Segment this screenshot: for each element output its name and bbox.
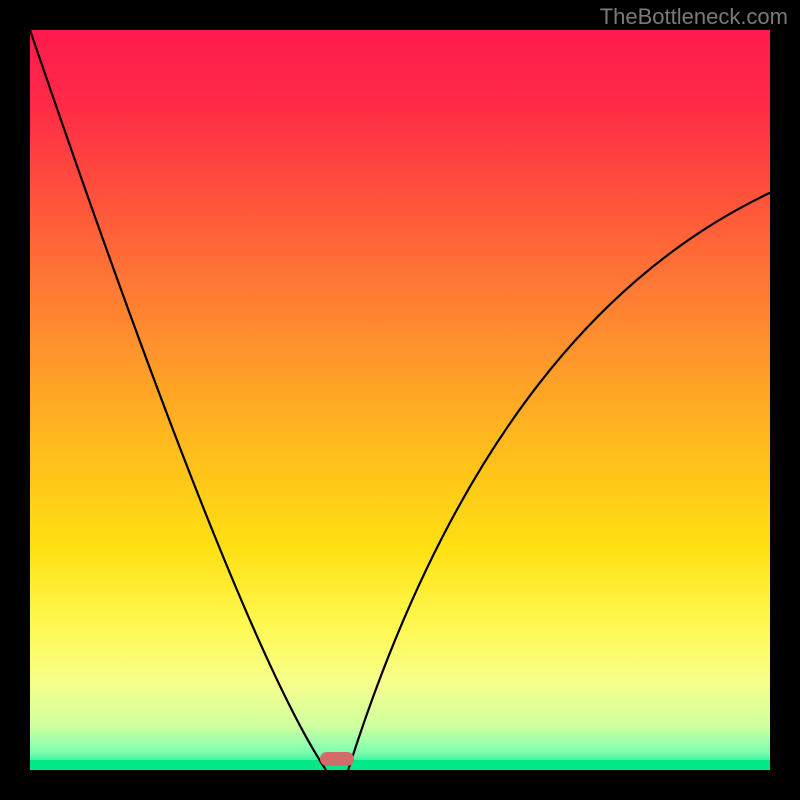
curve-right (348, 193, 770, 770)
minimum-marker (320, 752, 354, 766)
bottleneck-curves (30, 30, 770, 770)
watermark-text: TheBottleneck.com (600, 4, 788, 30)
plot-area (30, 30, 770, 770)
curve-left (30, 30, 326, 770)
